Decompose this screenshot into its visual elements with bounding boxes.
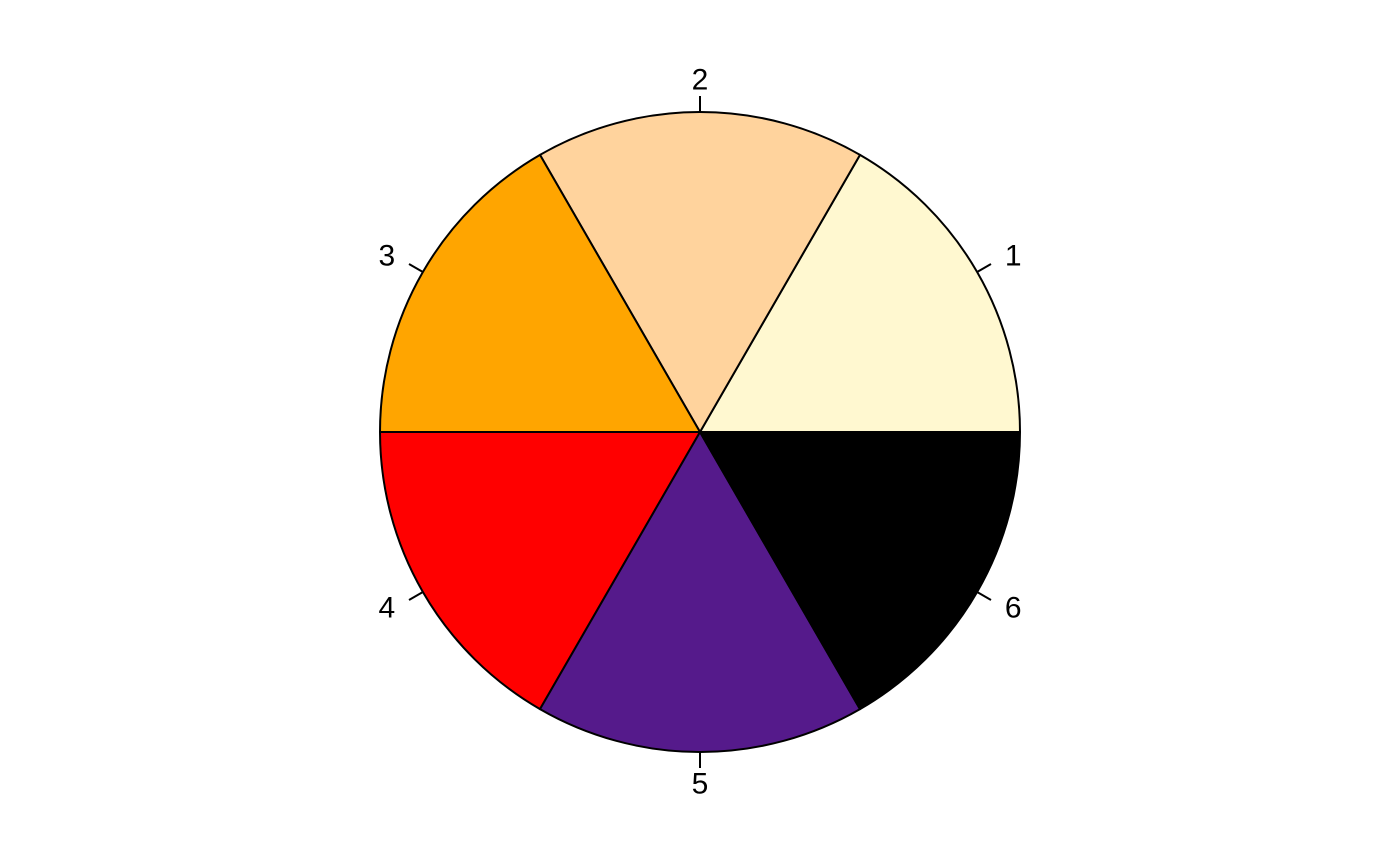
label-tick-4 [408, 591, 424, 601]
pie-slice-3 [379, 153, 701, 433]
pie-slice-6 [699, 431, 1021, 711]
pie-slice-2 [539, 111, 861, 433]
label-ticks [408, 96, 992, 768]
slice-label-1: 1 [1005, 240, 1022, 273]
label-tick-3 [408, 263, 424, 273]
pie-slice-5 [539, 431, 861, 753]
label-tick-1 [976, 263, 992, 273]
slice-label-6: 6 [1005, 592, 1022, 625]
pie-slices [379, 111, 1021, 753]
slice-label-5: 5 [692, 768, 709, 801]
slice-labels: 1 2 3 4 5 6 [378, 64, 1021, 801]
slice-label-2: 2 [692, 64, 709, 97]
pie-slice-1 [699, 153, 1021, 433]
slice-label-4: 4 [378, 592, 395, 625]
label-tick-6 [976, 591, 992, 601]
pie-slice-4 [379, 431, 701, 711]
slice-label-3: 3 [378, 240, 395, 273]
